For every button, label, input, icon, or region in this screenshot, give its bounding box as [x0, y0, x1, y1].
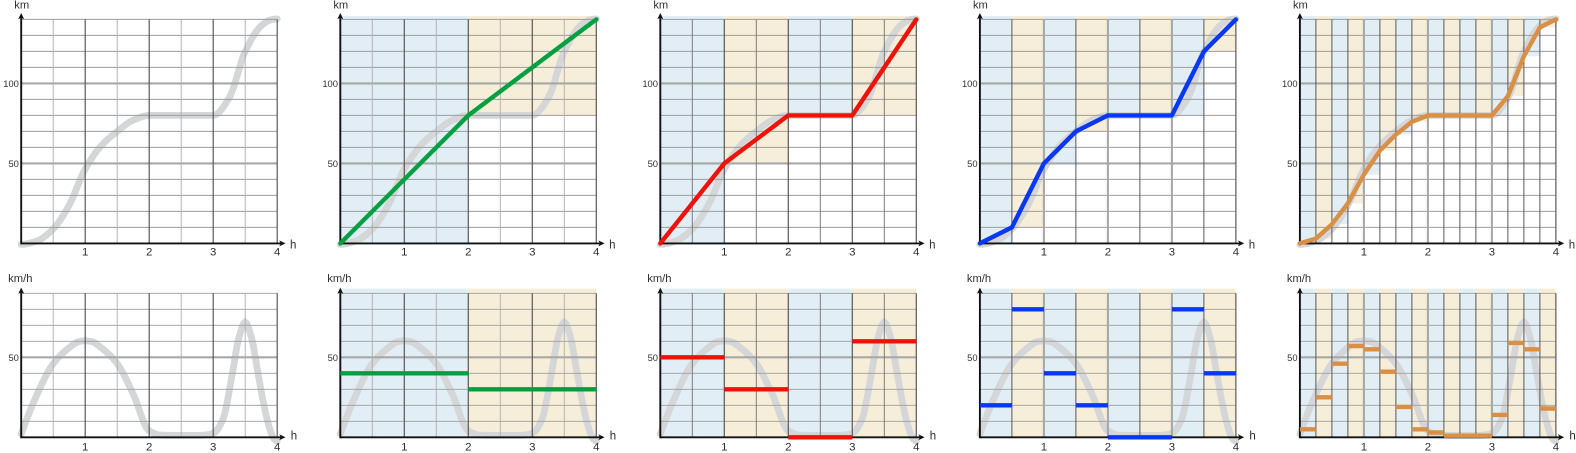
svg-text:2: 2	[146, 442, 152, 453]
svg-text:h: h	[1569, 430, 1575, 442]
svg-text:km: km	[333, 0, 348, 11]
svg-text:4: 4	[1553, 247, 1559, 259]
svg-text:3: 3	[210, 442, 216, 453]
svg-text:50: 50	[328, 352, 338, 363]
svg-text:km/h: km/h	[8, 273, 32, 285]
svg-text:2: 2	[785, 247, 791, 259]
svg-text:50: 50	[1287, 352, 1297, 363]
svg-text:km: km	[653, 0, 668, 11]
svg-text:km/h: km/h	[1287, 273, 1311, 285]
svg-text:2: 2	[465, 442, 471, 453]
svg-text:50: 50	[8, 158, 18, 169]
svg-text:km: km	[973, 0, 988, 11]
svg-text:4: 4	[913, 442, 919, 453]
svg-text:2: 2	[1425, 247, 1431, 259]
svg-text:50: 50	[967, 352, 977, 363]
svg-text:4: 4	[593, 247, 599, 259]
svg-text:2: 2	[465, 247, 471, 259]
svg-text:1: 1	[401, 247, 407, 259]
svg-text:4: 4	[274, 442, 280, 453]
svg-text:h: h	[291, 430, 297, 442]
svg-text:100: 100	[3, 78, 19, 89]
svg-text:50: 50	[328, 158, 338, 169]
svg-text:1: 1	[401, 442, 407, 453]
svg-text:50: 50	[1287, 158, 1297, 169]
svg-text:3: 3	[529, 442, 535, 453]
svg-text:4: 4	[913, 247, 919, 259]
svg-text:h: h	[1569, 239, 1575, 251]
svg-text:50: 50	[967, 158, 977, 169]
svg-text:4: 4	[1553, 442, 1559, 453]
svg-text:km/h: km/h	[967, 273, 991, 285]
svg-text:50: 50	[8, 352, 18, 363]
svg-text:h: h	[930, 430, 936, 442]
svg-text:1: 1	[721, 247, 727, 259]
svg-text:3: 3	[210, 247, 216, 259]
svg-text:100: 100	[642, 78, 658, 89]
svg-text:4: 4	[1233, 247, 1239, 259]
svg-text:100: 100	[1282, 78, 1298, 89]
svg-text:1: 1	[82, 442, 88, 453]
svg-text:2: 2	[1425, 442, 1431, 453]
svg-text:1: 1	[1041, 247, 1047, 259]
svg-text:3: 3	[529, 247, 535, 259]
svg-text:2: 2	[146, 247, 152, 259]
svg-text:h: h	[1249, 430, 1255, 442]
svg-text:km: km	[1293, 0, 1308, 11]
svg-text:100: 100	[962, 78, 978, 89]
svg-text:3: 3	[1489, 247, 1495, 259]
svg-text:km: km	[14, 0, 29, 11]
svg-text:h: h	[290, 239, 296, 251]
svg-text:1: 1	[82, 247, 88, 259]
svg-text:km/h: km/h	[327, 273, 351, 285]
svg-text:km/h: km/h	[647, 273, 671, 285]
svg-text:100: 100	[322, 78, 338, 89]
svg-text:h: h	[610, 430, 616, 442]
svg-text:1: 1	[1361, 247, 1367, 259]
svg-text:1: 1	[1041, 442, 1047, 453]
svg-text:1: 1	[721, 442, 727, 453]
svg-text:3: 3	[849, 442, 855, 453]
svg-text:2: 2	[1105, 442, 1111, 453]
svg-text:h: h	[609, 239, 615, 251]
svg-text:h: h	[1249, 239, 1255, 251]
svg-text:50: 50	[648, 158, 658, 169]
svg-text:3: 3	[849, 247, 855, 259]
svg-text:1: 1	[1361, 442, 1367, 453]
svg-text:2: 2	[1105, 247, 1111, 259]
svg-text:3: 3	[1169, 442, 1175, 453]
svg-text:h: h	[929, 239, 935, 251]
svg-text:2: 2	[785, 442, 791, 453]
svg-text:4: 4	[1233, 442, 1239, 453]
svg-text:3: 3	[1489, 442, 1495, 453]
svg-text:4: 4	[274, 247, 280, 259]
svg-text:4: 4	[593, 442, 599, 453]
svg-text:3: 3	[1169, 247, 1175, 259]
svg-text:50: 50	[648, 352, 658, 363]
